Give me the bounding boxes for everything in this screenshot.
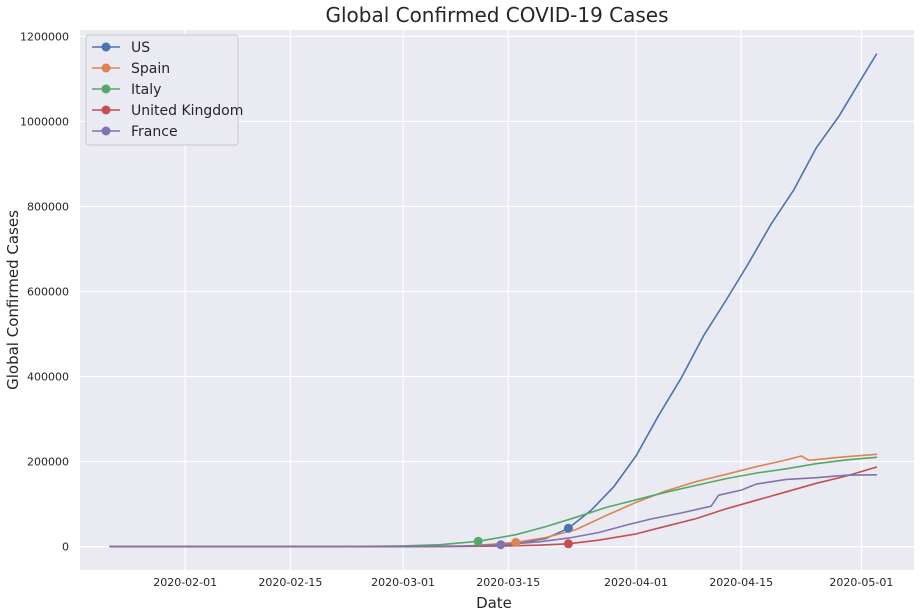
legend-box	[85, 34, 239, 146]
y-tick-label: 400000	[27, 371, 69, 384]
y-tick-label: 200000	[27, 456, 69, 469]
series-marker-italy	[473, 536, 483, 546]
y-tick-label: 800000	[27, 200, 69, 213]
x-tick-label: 2020-02-15	[258, 576, 322, 589]
y-tick-label: 1200000	[20, 30, 69, 43]
legend-label-italy: Italy	[131, 82, 161, 98]
x-tick-label: 2020-04-15	[709, 576, 773, 589]
series-line-italy	[109, 456, 878, 548]
chart-title: Global Confirmed COVID-19 Cases	[325, 3, 668, 27]
legend-label-us: US	[131, 40, 150, 56]
x-axis-label: Date	[476, 594, 512, 612]
legend-swatch-marker-italy	[101, 84, 111, 94]
series-marker-us	[563, 523, 573, 533]
y-tick-label: 1000000	[20, 115, 69, 128]
legend-label-france: France	[131, 124, 178, 140]
y-axis-label: Global Confirmed Cases	[4, 210, 22, 390]
legend-label-united-kingdom: United Kingdom	[131, 103, 243, 119]
series-layer	[109, 53, 878, 550]
x-tick-label: 2020-02-01	[153, 576, 217, 589]
legend-swatch-marker-france	[101, 126, 111, 136]
series-marker-united-kingdom	[563, 539, 573, 549]
y-tick-labels: 0 200000 400000 600000 800000 1000000 1200000	[20, 30, 69, 553]
y-tick-label: 0	[62, 541, 69, 554]
legend-label-spain: Spain	[131, 61, 170, 77]
legend-swatch-marker-us	[101, 42, 111, 52]
x-tick-labels: 2020-02-01 2020-02-15 2020-03-01 2020-03-15…	[153, 576, 893, 589]
x-tick-label: 2020-03-15	[476, 576, 540, 589]
legend: US Spain Italy United Kingdom France	[85, 34, 243, 146]
x-tick-label: 2020-05-01	[829, 576, 893, 589]
legend-swatch-marker-united-kingdom	[101, 105, 111, 115]
x-tick-label: 2020-04-01	[604, 576, 668, 589]
series-marker-spain	[511, 537, 521, 547]
x-tick-label: 2020-03-01	[371, 576, 435, 589]
legend-swatch-marker-spain	[101, 63, 111, 73]
series-line-france	[109, 473, 878, 548]
y-tick-label: 600000	[27, 285, 69, 298]
series-marker-france	[496, 540, 506, 550]
